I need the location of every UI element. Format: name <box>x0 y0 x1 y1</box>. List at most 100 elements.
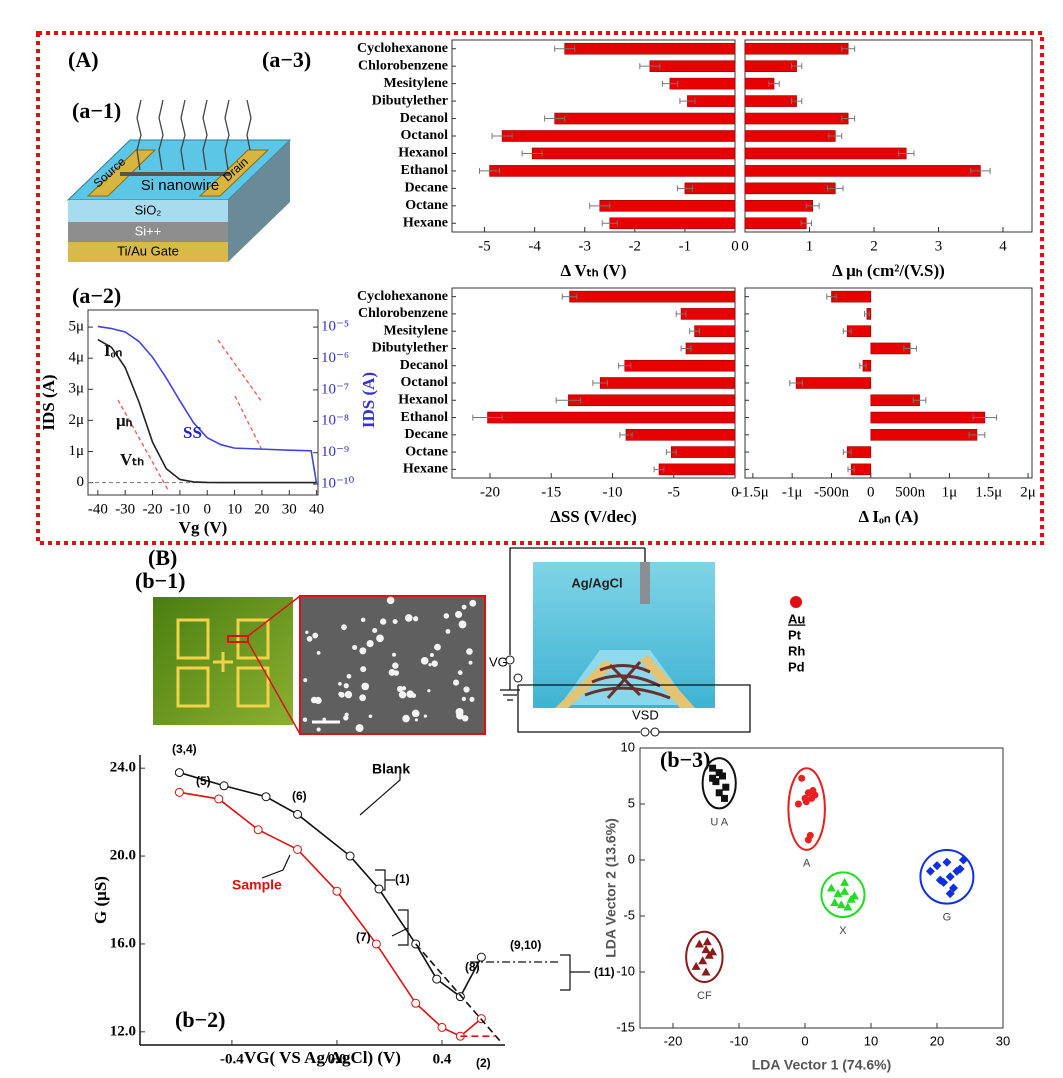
x-tick-label: -40 <box>88 501 108 517</box>
error-bar <box>847 466 855 473</box>
x-tick-label: 3 <box>935 238 943 254</box>
metal-label: Rh <box>788 643 805 658</box>
error-bar <box>972 414 998 421</box>
sem-particle <box>414 718 419 722</box>
point <box>715 789 723 797</box>
annotation: Vₜₕ <box>120 450 144 469</box>
plot-frame <box>87 309 319 496</box>
x-tick-label: -0.4 <box>220 1051 244 1067</box>
error-bar <box>679 98 696 105</box>
sem-particle <box>344 690 353 699</box>
sem-particle <box>341 624 347 631</box>
x-tick-label: -30 <box>115 501 135 517</box>
sem-particle <box>398 691 407 699</box>
bar <box>487 411 736 424</box>
y2-axis-label: IDS (A) <box>359 372 378 428</box>
error-bar <box>676 185 693 192</box>
x-tick-label: -5 <box>667 484 680 500</box>
category-label: Chlorobenzene <box>358 306 448 321</box>
sem-particle <box>360 666 367 673</box>
error-bar <box>619 431 633 438</box>
point <box>833 889 843 898</box>
error-bar <box>842 328 852 335</box>
category-label: Octanol <box>401 128 449 143</box>
x-axis-label: ΔSS (V/dec) <box>550 507 637 526</box>
x-tick-label: 1.5μ <box>975 484 1002 500</box>
bar <box>554 112 736 125</box>
error-bar <box>841 115 856 122</box>
point <box>701 945 711 954</box>
category-label: Octane <box>405 198 448 213</box>
point <box>720 794 728 802</box>
category-label: Hexanol <box>398 392 448 407</box>
cluster-label: U A <box>710 816 728 828</box>
bar <box>531 147 736 160</box>
x-tick-label: -3 <box>578 238 591 254</box>
bar <box>744 147 907 160</box>
point <box>722 783 730 791</box>
x-tick-label: 30 <box>282 501 297 517</box>
cluster-label: X <box>839 925 847 937</box>
error-bar <box>859 362 867 369</box>
point <box>945 872 955 882</box>
bar <box>599 200 736 212</box>
point <box>708 947 718 956</box>
y-axis-label: IDS (A) <box>39 374 58 430</box>
sem-particle <box>458 620 467 629</box>
sem-particle <box>434 643 441 651</box>
bar <box>744 42 849 55</box>
sem-particle <box>338 691 343 697</box>
sem-particle <box>316 651 321 655</box>
x-tick-label: -500n <box>814 484 849 500</box>
marker <box>293 844 303 854</box>
x-tick-label: -15 <box>541 484 561 500</box>
zoom-lines <box>247 595 301 735</box>
bar <box>744 200 814 212</box>
sem-particle <box>312 632 319 639</box>
bar <box>568 394 736 407</box>
error-bar <box>790 98 803 105</box>
x-tick-label: 0.0 <box>328 1051 347 1067</box>
bar <box>744 165 981 177</box>
sem-particle <box>366 640 374 648</box>
error-bar <box>827 185 844 192</box>
bar <box>744 60 797 72</box>
series-label: Sample <box>232 877 282 893</box>
bar <box>564 42 736 55</box>
panel-label: (B) <box>148 545 177 570</box>
marker <box>261 792 271 802</box>
panel-border <box>36 31 1044 545</box>
x-tick-label: 1 <box>806 238 814 254</box>
category-label: Hexanol <box>398 146 448 161</box>
device-label: Ti/Au Gate <box>117 243 179 258</box>
sem-particle <box>452 679 460 686</box>
sem-particle <box>392 652 397 657</box>
circuit-label: VSD <box>632 707 659 722</box>
point <box>719 772 726 780</box>
x-tick-label: -5 <box>478 238 491 254</box>
cluster-label: G <box>943 912 952 924</box>
sem-particle <box>457 670 463 676</box>
sem-particle <box>368 714 373 719</box>
error-bar <box>970 167 991 174</box>
point <box>958 855 968 865</box>
marker <box>253 825 263 835</box>
sem-particle <box>355 724 364 733</box>
bar <box>744 217 807 230</box>
point <box>701 967 711 976</box>
device-schematic: Source Drain Si nanowire SiO₂ Si++ Ti/Au… <box>66 99 292 262</box>
sem-particle <box>306 635 313 642</box>
sem-particle <box>338 682 342 686</box>
y2-tick-label: 10⁻⁹ <box>321 444 349 460</box>
y-tick-label: -5 <box>623 907 635 922</box>
sem-particle <box>359 694 367 702</box>
x-tick-label: -20 <box>143 501 163 517</box>
sem-particle <box>401 686 407 691</box>
bar <box>795 377 872 389</box>
bar <box>501 130 736 142</box>
y-tick-label: 12.0 <box>110 1023 136 1039</box>
panel-label: (A) <box>68 47 99 72</box>
point <box>840 886 850 895</box>
bar <box>744 112 849 125</box>
annotation: (9,10) <box>510 938 541 952</box>
